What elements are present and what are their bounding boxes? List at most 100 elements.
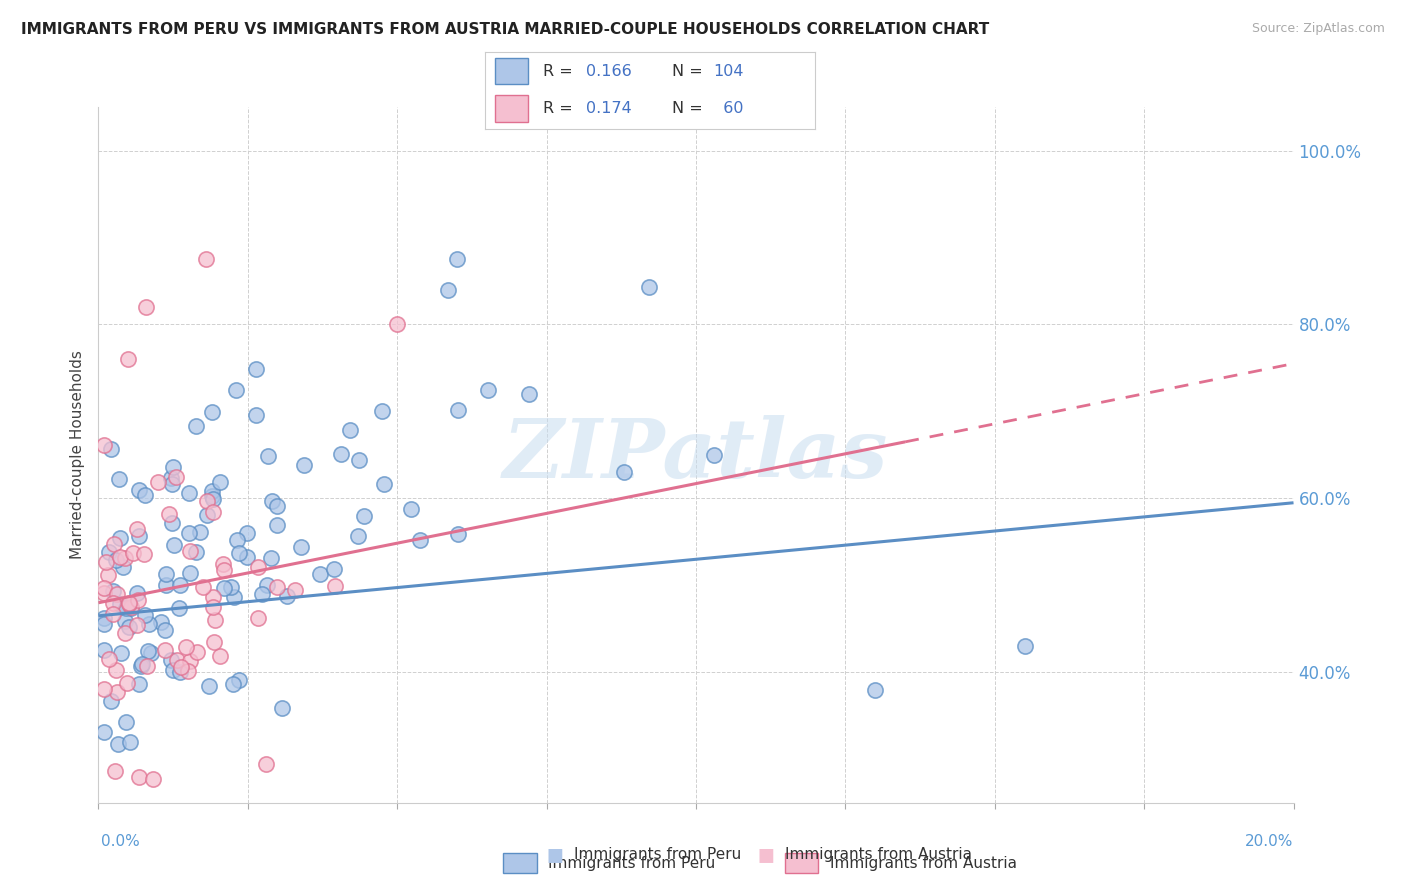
Point xyxy=(222,677,245,691)
Point xyxy=(122,546,145,560)
Point xyxy=(270,701,292,715)
Point xyxy=(134,488,156,502)
Point xyxy=(100,694,122,708)
Point xyxy=(93,617,115,632)
Point xyxy=(135,300,157,314)
Text: 0.174: 0.174 xyxy=(586,101,631,116)
Text: Immigrants from Peru: Immigrants from Peru xyxy=(574,847,741,862)
Point xyxy=(254,756,277,771)
Point xyxy=(97,652,120,666)
Point xyxy=(247,560,270,574)
Point xyxy=(120,599,142,614)
Point xyxy=(112,560,135,574)
Point xyxy=(162,664,184,678)
Bar xyxy=(503,853,537,873)
Point xyxy=(399,501,422,516)
Point xyxy=(174,640,197,654)
Point xyxy=(114,551,136,566)
Point xyxy=(104,553,127,567)
Point xyxy=(107,737,129,751)
Point xyxy=(159,471,181,485)
Point xyxy=(202,492,225,507)
Point xyxy=(114,615,136,629)
Point xyxy=(1014,639,1036,653)
Point xyxy=(323,579,346,593)
Point xyxy=(131,657,153,672)
Point xyxy=(247,611,270,625)
Point xyxy=(446,252,468,267)
Point xyxy=(290,540,312,554)
Text: Immigrants from Austria: Immigrants from Austria xyxy=(830,855,1017,871)
Point xyxy=(128,528,150,542)
Point xyxy=(201,483,224,498)
Text: ZIPatlas: ZIPatlas xyxy=(503,415,889,495)
Point xyxy=(437,283,460,297)
Point xyxy=(235,525,257,540)
Point xyxy=(115,676,138,690)
Point xyxy=(105,685,128,699)
Point xyxy=(195,494,218,508)
Point xyxy=(184,419,207,434)
Point xyxy=(103,596,125,610)
Point xyxy=(105,586,128,600)
Point xyxy=(118,597,141,611)
Point xyxy=(127,593,149,607)
Text: N =: N = xyxy=(672,63,707,78)
Point xyxy=(125,585,148,599)
Text: ▪: ▪ xyxy=(546,840,565,869)
Point xyxy=(125,522,148,536)
Point xyxy=(292,458,315,473)
Point xyxy=(517,387,540,401)
Text: Immigrants from Austria: Immigrants from Austria xyxy=(785,847,972,862)
Point xyxy=(385,318,409,332)
Bar xyxy=(495,58,529,85)
Text: 0.0%: 0.0% xyxy=(101,834,141,849)
Point xyxy=(114,625,136,640)
Point xyxy=(108,597,131,611)
Point xyxy=(188,524,211,539)
Point xyxy=(160,516,183,531)
Point xyxy=(177,486,200,500)
Point xyxy=(136,659,159,673)
Point xyxy=(353,508,375,523)
Point xyxy=(134,547,156,561)
Point xyxy=(250,587,273,601)
Point xyxy=(195,508,218,522)
Point xyxy=(179,544,201,558)
Point xyxy=(266,500,288,514)
Point xyxy=(179,654,201,668)
Point xyxy=(228,673,250,687)
Bar xyxy=(495,95,529,121)
Point xyxy=(228,546,250,560)
Point xyxy=(128,677,150,691)
Point xyxy=(193,580,215,594)
Text: 60: 60 xyxy=(713,101,744,116)
Point xyxy=(865,682,887,697)
Text: Source: ZipAtlas.com: Source: ZipAtlas.com xyxy=(1251,22,1385,36)
Point xyxy=(142,772,165,787)
Point xyxy=(155,577,177,591)
Point xyxy=(186,645,208,659)
Point xyxy=(93,643,115,657)
Point xyxy=(224,590,246,604)
Point xyxy=(703,448,725,462)
Point xyxy=(134,608,156,623)
Point xyxy=(211,557,233,571)
Point xyxy=(245,362,267,376)
Point xyxy=(201,489,224,503)
Point xyxy=(129,658,152,673)
Point xyxy=(117,352,139,367)
Point xyxy=(93,611,115,625)
Point xyxy=(115,601,138,615)
Point xyxy=(202,504,225,518)
Point xyxy=(162,459,184,474)
Text: 0.166: 0.166 xyxy=(586,63,631,78)
Point xyxy=(160,477,183,491)
Point xyxy=(146,475,169,490)
Point xyxy=(225,383,247,397)
Point xyxy=(128,483,150,498)
Point xyxy=(613,466,636,480)
Point xyxy=(127,618,149,632)
Point xyxy=(155,566,177,581)
Point xyxy=(117,620,139,634)
